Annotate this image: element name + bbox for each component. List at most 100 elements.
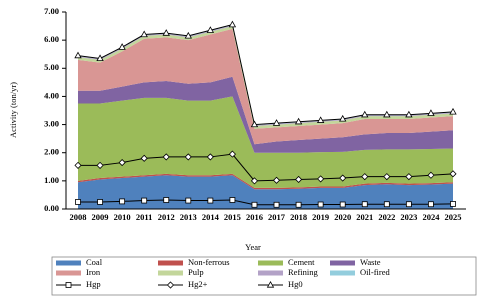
x-axis-label: Year bbox=[245, 242, 261, 252]
x-tick-label: 2023 bbox=[400, 212, 417, 222]
point bbox=[339, 201, 346, 208]
legend-label: Cement bbox=[288, 257, 315, 267]
area bbox=[78, 96, 453, 188]
point bbox=[317, 175, 325, 183]
legend-label: Hgp bbox=[86, 279, 101, 289]
legend-label: Hg2+ bbox=[188, 279, 208, 289]
point bbox=[294, 117, 303, 125]
point bbox=[118, 43, 126, 50]
point bbox=[163, 197, 170, 203]
point bbox=[339, 114, 347, 122]
point bbox=[449, 170, 457, 178]
point bbox=[427, 109, 435, 116]
y-tick-label: 0.00 bbox=[44, 203, 59, 213]
line bbox=[77, 24, 454, 126]
legend-swatch bbox=[158, 270, 183, 276]
point bbox=[450, 201, 456, 207]
x-tick-label: 2013 bbox=[180, 212, 197, 222]
point bbox=[361, 201, 368, 208]
y-tick-label: 1.00 bbox=[44, 175, 59, 185]
point bbox=[229, 197, 236, 203]
point bbox=[74, 161, 82, 169]
x-tick-label: 2024 bbox=[422, 212, 440, 222]
area bbox=[78, 173, 453, 190]
point bbox=[141, 197, 148, 204]
x-tick-label: 2009 bbox=[92, 212, 109, 222]
x-tick-label: 2011 bbox=[136, 212, 153, 222]
x-tick-label: 2012 bbox=[158, 212, 175, 222]
point bbox=[96, 161, 104, 169]
point bbox=[316, 116, 325, 123]
x-tick-label: 2008 bbox=[70, 212, 87, 222]
area bbox=[78, 76, 453, 153]
point bbox=[317, 201, 324, 208]
point bbox=[405, 201, 412, 208]
legend-label: Coal bbox=[86, 257, 103, 267]
legend-swatch bbox=[258, 270, 283, 276]
point bbox=[361, 110, 369, 118]
point bbox=[405, 173, 413, 181]
legend-label: Refining bbox=[288, 267, 318, 277]
legend-marker bbox=[65, 282, 72, 288]
line bbox=[78, 199, 454, 206]
point bbox=[140, 154, 148, 162]
x-tick-label: 2016 bbox=[246, 212, 263, 222]
point bbox=[75, 199, 81, 205]
point bbox=[383, 201, 390, 208]
point bbox=[339, 174, 347, 182]
area bbox=[78, 28, 453, 145]
point bbox=[97, 199, 103, 205]
point bbox=[251, 201, 258, 208]
legend-swatch bbox=[258, 260, 283, 266]
y-tick-label: 6.00 bbox=[44, 34, 59, 44]
x-tick-label: 2010 bbox=[114, 212, 131, 222]
x-tick-label: 2025 bbox=[445, 212, 462, 222]
x-tick-label: 2015 bbox=[224, 212, 241, 222]
point bbox=[96, 54, 104, 62]
point bbox=[295, 175, 303, 184]
point bbox=[184, 31, 192, 39]
point bbox=[119, 198, 126, 205]
point bbox=[383, 173, 391, 181]
point bbox=[427, 171, 435, 179]
x-tick-label: 2020 bbox=[334, 212, 351, 222]
point bbox=[295, 201, 302, 208]
point bbox=[162, 153, 170, 161]
line bbox=[78, 153, 454, 182]
y-tick-label: 4.00 bbox=[44, 90, 59, 100]
y-tick-label: 3.00 bbox=[44, 119, 59, 129]
point bbox=[405, 110, 413, 118]
y-tick-label: 7.00 bbox=[44, 6, 59, 16]
legend-marker bbox=[266, 280, 275, 288]
point bbox=[361, 173, 369, 181]
point bbox=[206, 26, 215, 33]
point bbox=[74, 51, 82, 59]
point bbox=[184, 153, 192, 161]
point bbox=[185, 197, 192, 204]
point bbox=[118, 158, 126, 167]
legend-marker bbox=[166, 281, 175, 289]
legend-swatch bbox=[56, 260, 81, 266]
point bbox=[250, 177, 259, 185]
point bbox=[272, 119, 281, 126]
point bbox=[162, 29, 170, 36]
x-tick-label: 2017 bbox=[268, 212, 286, 222]
point bbox=[272, 176, 281, 184]
y-tick-label: 2.00 bbox=[44, 147, 59, 157]
legend-label: Pulp bbox=[188, 267, 204, 277]
legend-swatch bbox=[158, 260, 183, 266]
x-tick-label: 2019 bbox=[312, 212, 329, 222]
point bbox=[206, 153, 214, 161]
point bbox=[140, 30, 148, 38]
point bbox=[207, 197, 214, 204]
x-tick-label: 2022 bbox=[378, 212, 395, 222]
legend-label: Waste bbox=[360, 257, 381, 267]
point bbox=[428, 201, 434, 208]
y-axis-label: Activity (ton/yr) bbox=[8, 82, 18, 138]
x-tick-label: 2014 bbox=[202, 212, 220, 222]
x-tick-label: 2021 bbox=[356, 212, 373, 222]
point bbox=[383, 110, 391, 118]
y-tick-label: 5.00 bbox=[44, 62, 59, 72]
point bbox=[228, 150, 236, 158]
